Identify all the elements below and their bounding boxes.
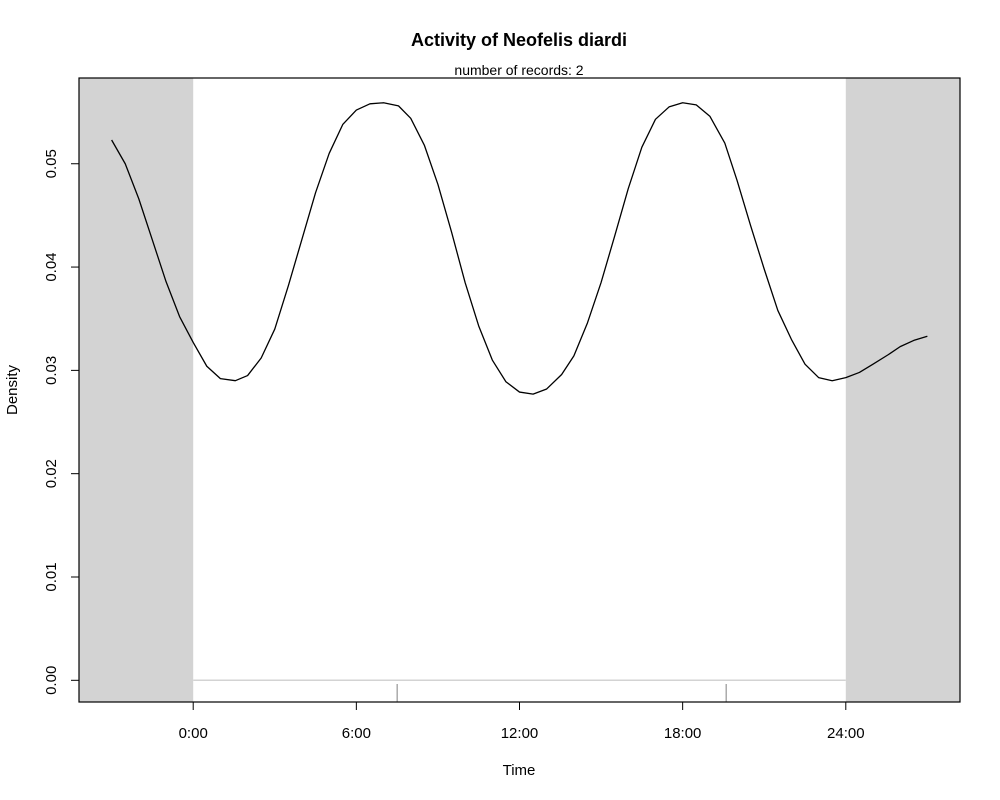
x-tick-label-2: 12:00: [501, 725, 539, 742]
y-axis-title: Density: [4, 364, 21, 415]
y-tick-label-2: 0.02: [43, 459, 60, 488]
chart-subtitle: number of records: 2: [454, 62, 583, 78]
y-tick-label-4: 0.04: [43, 252, 60, 281]
plot-frame: [78, 77, 961, 703]
x-tick-label-1: 6:00: [342, 725, 371, 742]
x-axis-title: Time: [503, 762, 536, 779]
x-tick-label-0: 0:00: [179, 725, 208, 742]
density-line-0: [111, 102, 928, 395]
y-tick-label-3: 0.03: [43, 356, 60, 385]
y-tick-label-1: 0.01: [43, 562, 60, 591]
x-tick-label-4: 24:00: [827, 725, 865, 742]
shaded-region-1: [845, 78, 960, 702]
shaded-region-0: [79, 78, 194, 702]
y-tick-label-5: 0.05: [43, 149, 60, 178]
chart-title: Activity of Neofelis diardi: [411, 30, 627, 50]
x-tick-label-3: 18:00: [664, 725, 702, 742]
y-tick-label-0: 0.00: [43, 666, 60, 695]
